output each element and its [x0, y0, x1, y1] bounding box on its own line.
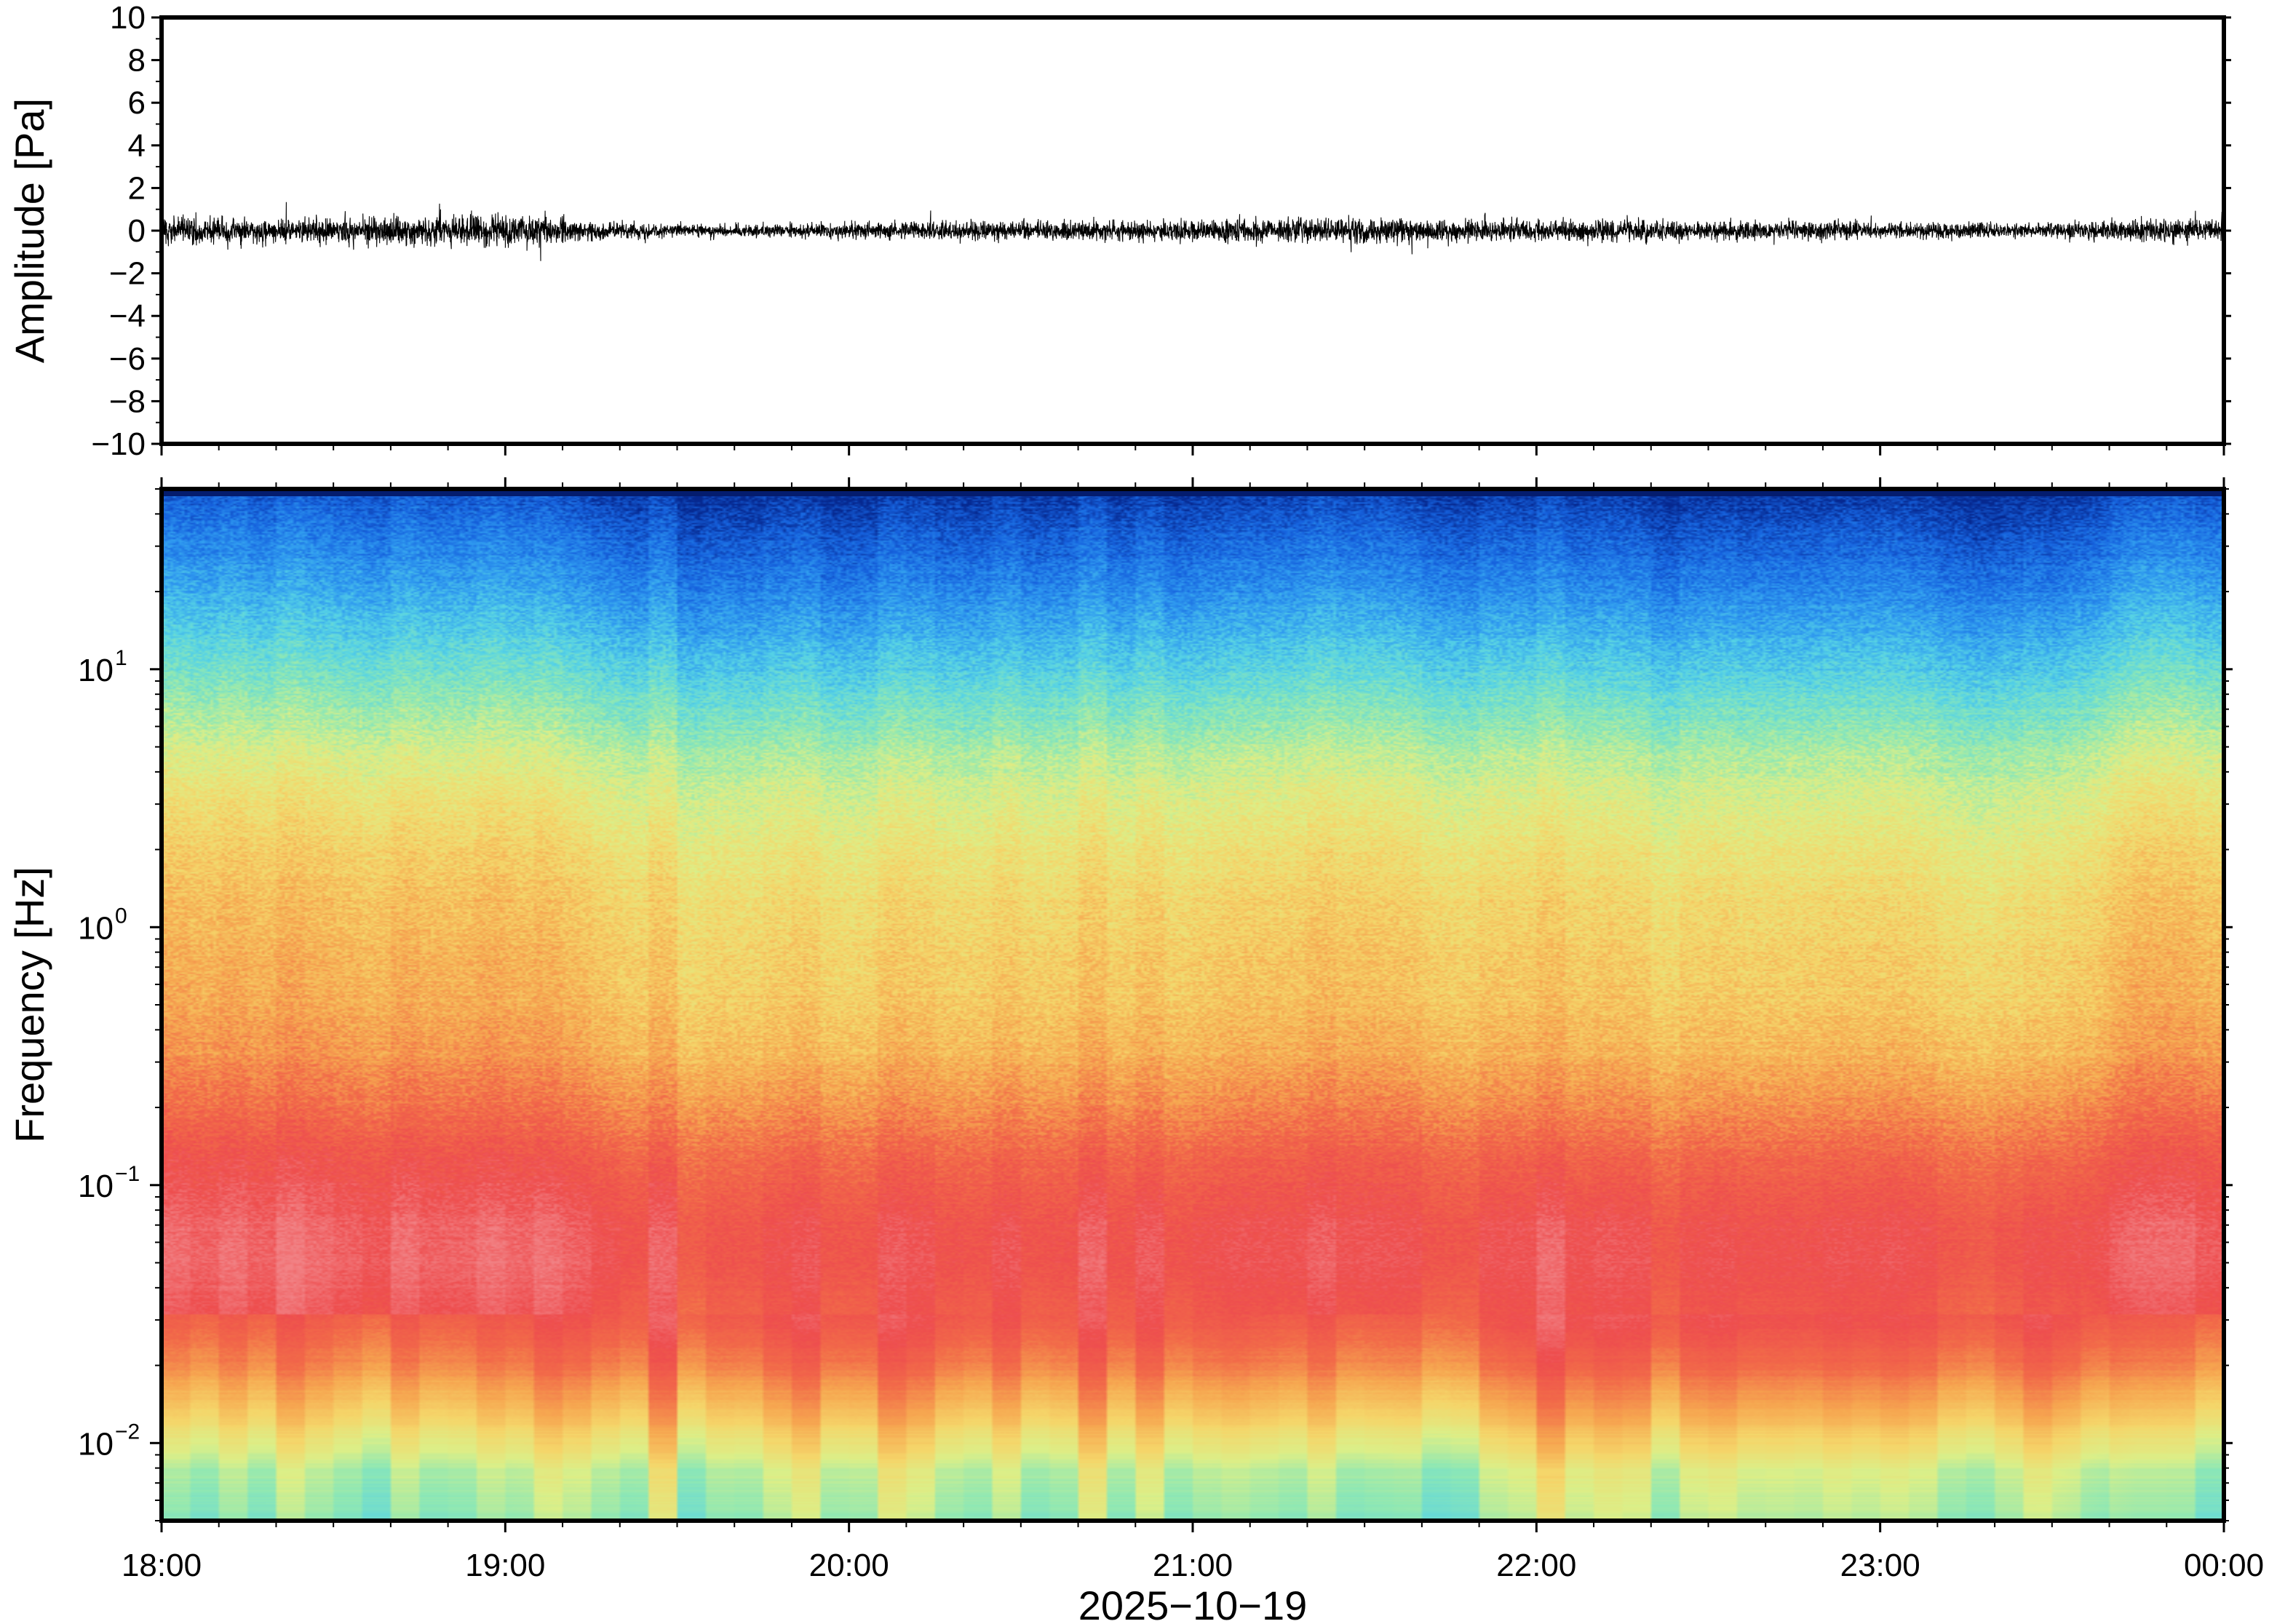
time-tick-label: 20:00	[809, 1548, 889, 1583]
amplitude-tick-label: −6	[109, 341, 146, 377]
waveform-x-ticks	[160, 444, 2225, 455]
frequency-tick-label: 10	[78, 653, 114, 688]
amplitude-tick-label: 2	[128, 170, 146, 206]
amplitude-tick-label: −10	[91, 426, 146, 462]
amplitude-tick-label: 0	[128, 213, 146, 249]
time-tick-label: 18:00	[122, 1548, 202, 1583]
spectrogram-x-ticks: 18:00 19:00 20:00 21:00 22:00 23:00 00:00	[122, 477, 2264, 1583]
frequency-tick-exponent: 1	[115, 646, 127, 670]
frequency-axis-title: Frequency [Hz]	[7, 867, 52, 1143]
waveform-trace	[162, 202, 2224, 261]
spectrogram-top-band	[162, 489, 2224, 496]
frequency-tick-label: 10	[78, 1169, 114, 1204]
amplitude-tick-label: 10	[110, 0, 146, 36]
amplitude-tick-label: 4	[128, 128, 146, 164]
amplitude-tick-label: −4	[109, 298, 146, 334]
frequency-tick-exponent: −2	[115, 1420, 140, 1444]
frequency-tick-exponent: 0	[115, 904, 127, 928]
waveform-y-ticks: 10 8 6 4 2 0 −2 −4 −6 −8 −10	[91, 0, 2231, 462]
waveform-panel: 10 8 6 4 2 0 −2 −4 −6 −8 −10 Amplitude [Pa]	[7, 0, 2231, 462]
date-axis-title: 2025−10−19	[1078, 1583, 1308, 1624]
spectrogram-panel: 18:00 19:00 20:00 21:00 22:00 23:00 00:00 10 11…	[7, 477, 2264, 1624]
amplitude-tick-label: 6	[128, 85, 146, 121]
frequency-tick-exponent: −1	[115, 1162, 140, 1186]
frequency-tick-label: 10	[78, 1426, 114, 1462]
time-tick-label: 21:00	[1153, 1548, 1233, 1583]
time-tick-label: 22:00	[1496, 1548, 1576, 1583]
amplitude-tick-label: 8	[128, 43, 146, 79]
time-tick-label: 00:00	[2184, 1548, 2264, 1583]
amplitude-tick-label: −8	[109, 383, 146, 419]
time-tick-label: 19:00	[465, 1548, 545, 1583]
time-tick-label: 23:00	[1840, 1548, 1920, 1583]
amplitude-tick-label: −2	[109, 256, 146, 292]
amplitude-axis-title: Amplitude [Pa]	[7, 98, 52, 363]
spectrogram-heatmap	[162, 489, 2224, 1521]
frequency-tick-label: 10	[78, 910, 114, 946]
